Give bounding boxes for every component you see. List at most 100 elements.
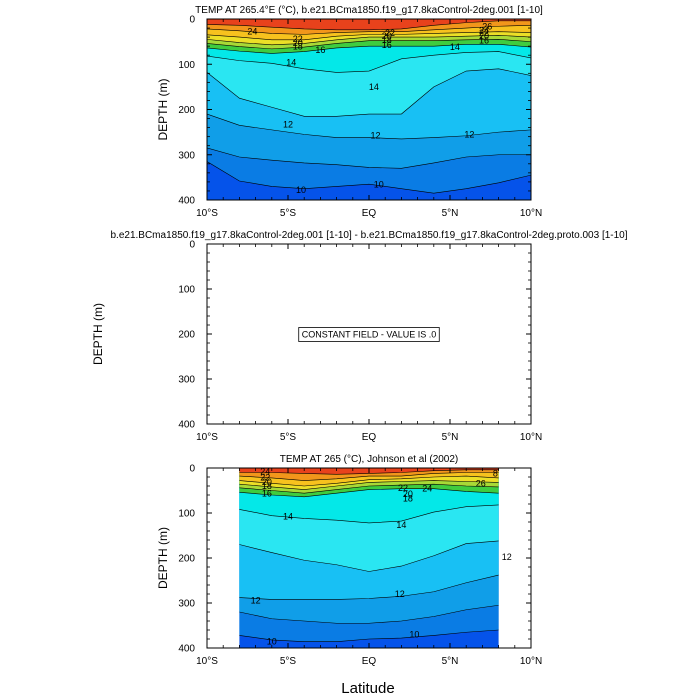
contour-label: 22 <box>398 483 408 493</box>
isotherm-22 <box>239 475 499 487</box>
annotation-box <box>298 327 440 342</box>
contour-label: 24 <box>260 467 270 477</box>
x-tick-label: 10°S <box>196 432 218 443</box>
contour-label: 12 <box>370 130 380 140</box>
y-tick-label: 0 <box>189 464 195 475</box>
x-tick-label: 5°S <box>280 432 297 443</box>
y-tick-label: 0 <box>189 15 195 26</box>
isotherm-11 <box>239 604 499 624</box>
y-tick-label: 400 <box>178 420 195 431</box>
isotherm-12 <box>207 113 531 140</box>
contour-label: 26 <box>482 22 492 32</box>
contour-label: 18 <box>403 494 413 504</box>
y-tick-label: 300 <box>178 599 195 610</box>
isotherm-20 <box>207 34 531 46</box>
x-tick-label: 10°S <box>196 208 218 219</box>
contour-label: 20 <box>293 38 303 48</box>
contour-label: 16 <box>479 36 489 46</box>
x-tick-label: 10°S <box>196 656 218 667</box>
y-axis-label: DEPTH (m) <box>91 303 105 365</box>
contour-label: 26 <box>476 478 486 488</box>
contour-label: 20 <box>479 31 489 41</box>
y-axis-label: DEPTH (m) <box>156 527 170 589</box>
contour-fill-group <box>207 19 531 200</box>
contour-label: 10 <box>409 630 419 640</box>
y-tick-label: 200 <box>178 330 195 341</box>
contour-label: 12 <box>395 589 405 599</box>
contour-label: 18 <box>382 35 392 45</box>
x-tick-label: 5°N <box>442 432 459 443</box>
x-tick-label: EQ <box>362 656 377 667</box>
isotherm-13 <box>239 540 499 572</box>
isotherm-16 <box>239 488 499 498</box>
x-tick-label: 10°N <box>520 208 542 219</box>
contour-label: 24 <box>422 484 432 494</box>
contour-fill-group <box>239 468 499 648</box>
figure-xlabel: Latitude <box>341 680 394 697</box>
x-tick-label: 5°S <box>280 656 297 667</box>
isotherm-24 <box>207 25 531 35</box>
contour-label: 24 <box>479 25 489 35</box>
contour-label: 14 <box>286 57 296 67</box>
y-axis-label: DEPTH (m) <box>156 79 170 141</box>
y-tick-label: 300 <box>178 375 195 386</box>
contour-label: 20 <box>262 477 272 487</box>
contour-label: 16 <box>382 40 392 50</box>
panel-observed-johnson: 2422201816142220182426814121212101001002… <box>156 454 542 667</box>
contour-label: 14 <box>450 42 460 52</box>
isotherm-20 <box>239 480 499 490</box>
x-tick-label: 5°N <box>442 656 459 667</box>
y-tick-label: 400 <box>178 196 195 207</box>
contour-label: 8 <box>493 468 498 478</box>
y-tick-label: 0 <box>189 240 195 251</box>
y-tick-label: 200 <box>178 554 195 565</box>
isotherm-26 <box>239 469 499 475</box>
contour-label: 14 <box>283 512 293 522</box>
isotherm-10 <box>239 629 499 642</box>
chart-title: TEMP AT 265.4°E (°C), b.e21.BCma1850.f19… <box>195 5 543 16</box>
contour-label: 24 <box>247 27 257 37</box>
isotherm-14 <box>207 51 531 73</box>
contour-label: 16 <box>262 489 272 499</box>
isotherm-18 <box>239 483 499 494</box>
isotherm-12 <box>239 574 499 600</box>
contour-label: 16 <box>315 45 325 55</box>
contour-label: 22 <box>479 28 489 38</box>
isotherm-16 <box>207 44 531 54</box>
contour-label: 20 <box>382 31 392 41</box>
y-tick-label: 400 <box>178 644 195 655</box>
chart-title: b.e21.BCma1850.f19_g17.8kaControl-2deg.0… <box>110 230 627 241</box>
x-tick-label: 5°S <box>280 208 297 219</box>
y-tick-label: 100 <box>178 509 195 520</box>
contour-label: 22 <box>260 472 270 482</box>
contour-label: 12 <box>251 595 261 605</box>
contour-label: 22 <box>293 34 303 44</box>
x-tick-label: 5°N <box>442 208 459 219</box>
y-tick-label: 100 <box>178 60 195 71</box>
contour-label: 12 <box>502 552 512 562</box>
contour-label: 12 <box>283 119 293 129</box>
contour-label: 18 <box>293 42 303 52</box>
contour-label: 10 <box>374 180 384 190</box>
isotherm-13 <box>207 68 531 117</box>
isotherm-10 <box>207 161 531 194</box>
chart-title: TEMP AT 265 (°C), Johnson et al (2002) <box>280 454 459 465</box>
contour-label: 12 <box>464 129 474 139</box>
isotherm-24 <box>239 472 499 481</box>
x-tick-label: EQ <box>362 208 377 219</box>
y-tick-label: 200 <box>178 105 195 116</box>
x-tick-label: EQ <box>362 432 377 443</box>
contour-label: 10 <box>267 636 277 646</box>
contour-label: 14 <box>369 82 379 92</box>
isotherm-18 <box>207 39 531 50</box>
y-tick-label: 300 <box>178 150 195 161</box>
isotherm-14 <box>239 504 499 524</box>
contour-label: 10 <box>296 185 306 195</box>
contour-label: 22 <box>385 28 395 38</box>
contour-label: 18 <box>262 481 272 491</box>
isotherm-26 <box>207 20 531 31</box>
contour-label: 14 <box>396 520 406 530</box>
